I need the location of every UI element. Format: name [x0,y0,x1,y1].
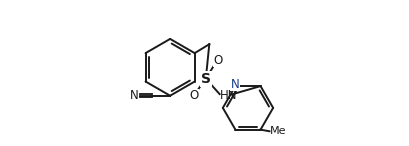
Text: O: O [189,89,198,102]
Text: N: N [231,78,239,91]
Text: HN: HN [219,89,237,102]
Text: Me: Me [270,126,286,136]
Text: O: O [213,54,222,67]
Text: N: N [130,89,139,102]
Text: S: S [200,72,210,86]
